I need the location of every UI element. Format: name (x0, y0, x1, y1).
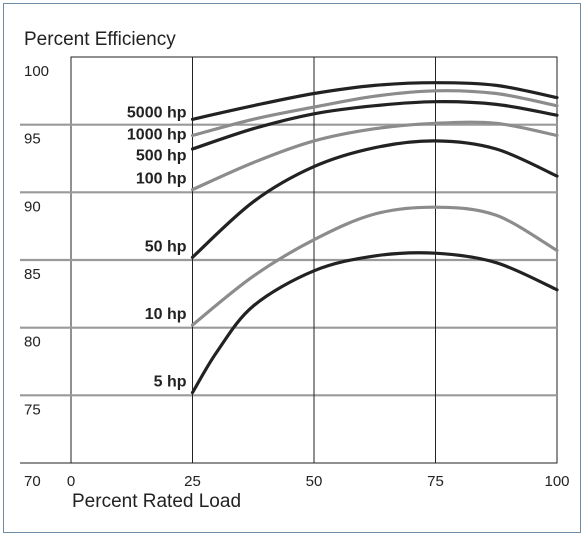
x-tick-label: 75 (427, 473, 444, 490)
y-axis-title: Percent Efficiency (24, 29, 176, 50)
chart-frame: Percent Efficiency Percent Rated Load 70… (3, 3, 581, 533)
y-tick-label: 90 (24, 198, 41, 215)
series-label: 500 hp (136, 147, 187, 164)
series-label: 5 hp (154, 374, 187, 391)
y-tick-label: 95 (24, 131, 41, 148)
y-tick-label: 70 (24, 473, 41, 490)
y-tick-label: 85 (24, 266, 41, 283)
tick-labels: 70 75 80 85 90 95 100 0 25 50 75 100 (24, 63, 570, 490)
series-line-1000-hp (190, 89, 559, 138)
x-axis-title: Percent Rated Load (72, 491, 241, 512)
series-label: 100 hp (136, 171, 187, 188)
series-lines (190, 81, 559, 395)
x-tick-label: 0 (67, 473, 75, 490)
efficiency-chart: Percent Efficiency Percent Rated Load 70… (20, 29, 570, 512)
series-label: 50 hp (145, 238, 187, 255)
series-label: 5000 hp (127, 104, 187, 121)
series-line-10-hp (190, 205, 559, 327)
x-tick-label: 50 (306, 473, 323, 490)
series-label: 1000 hp (127, 126, 187, 143)
series-line-500-hp (190, 100, 559, 151)
y-tick-label: 100 (24, 63, 49, 80)
series-line-50-hp (190, 139, 559, 259)
series-labels: 5000 hp 1000 hp 500 hp 100 hp 50 hp 10 hp 5 hp (127, 104, 187, 390)
x-tick-label: 25 (184, 473, 201, 490)
y-tick-label: 75 (24, 401, 41, 418)
y-tick-label: 80 (24, 334, 41, 351)
grid (20, 56, 558, 464)
series-line-100-hp (190, 120, 559, 192)
x-tick-label: 100 (544, 473, 569, 490)
series-line-5000-hp (190, 81, 559, 121)
series-line-5-hp (190, 251, 559, 395)
series-label: 10 hp (145, 306, 187, 323)
